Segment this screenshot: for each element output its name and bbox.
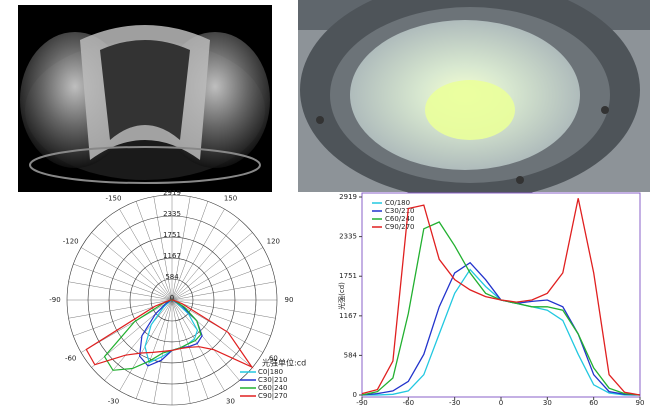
- spoke: [171, 299, 271, 337]
- legend-label: C90|270: [258, 392, 288, 400]
- legend-label: C30|210: [258, 376, 288, 384]
- angle-tick-label: 150: [224, 195, 237, 203]
- x-tick-label: -90: [356, 399, 367, 407]
- spoke: [171, 281, 276, 301]
- y-tick-label: 2335: [339, 233, 357, 241]
- spoke: [91, 232, 173, 301]
- x-tick-label: 60: [589, 399, 598, 407]
- y-tick-label: 2919: [339, 193, 357, 201]
- r-tick-label: 584: [165, 273, 179, 281]
- line-series: [361, 198, 641, 396]
- legend-label: C60|240: [258, 384, 288, 392]
- angle-tick-label: -60: [65, 355, 76, 363]
- spoke: [171, 208, 225, 301]
- spoke: [153, 196, 173, 301]
- ring: [87, 215, 257, 385]
- r-tick-label: 2335: [163, 210, 181, 218]
- y-axis-label: 光强(cd): [337, 282, 346, 310]
- ring: [150, 278, 194, 322]
- legend-label: C30/210: [385, 207, 415, 215]
- spoke: [104, 299, 173, 381]
- r-tick-label: 1167: [163, 252, 181, 260]
- polar-curve: [85, 299, 254, 369]
- angle-tick-label: -30: [108, 397, 119, 405]
- plot-frame: [361, 192, 641, 398]
- r-tick-label: 2919: [163, 189, 181, 197]
- ring: [129, 257, 215, 343]
- polar-annotation: 光强单位:cd: [262, 358, 306, 368]
- lens-photo: [18, 5, 272, 192]
- y-tick-label: 1167: [339, 312, 357, 320]
- x-tick-label: 0: [499, 399, 503, 407]
- spoke: [171, 247, 264, 301]
- spoke: [68, 299, 173, 319]
- angle-tick-label: 30: [226, 397, 235, 405]
- r-tick-label: 1751: [163, 231, 181, 239]
- spoke: [104, 219, 173, 301]
- r-tick-label: 0: [170, 294, 174, 302]
- x-tick-label: -60: [403, 399, 414, 407]
- angle-tick-label: 60: [269, 355, 278, 363]
- y-tick-label: 1751: [339, 272, 357, 280]
- legend-label: C0/180: [385, 199, 410, 207]
- y-tick-label: 0: [353, 391, 357, 399]
- spoke: [135, 201, 173, 301]
- spoke: [171, 196, 191, 301]
- spoke: [119, 208, 173, 301]
- ring: [108, 236, 236, 364]
- x-tick-label: -30: [449, 399, 460, 407]
- legend-label: C0|180: [258, 368, 283, 376]
- spoke: [68, 281, 173, 301]
- spoke: [171, 299, 209, 399]
- line-chart: 0 584 1167 1751 2335 2919 -90 -60 -30 0 30 60 90 光强(c…: [337, 192, 645, 407]
- angle-tick-label: 90: [285, 296, 294, 304]
- x-tick-label: 30: [543, 399, 552, 407]
- spoke: [171, 299, 225, 392]
- angle-tick-label: -90: [49, 296, 60, 304]
- angle-tick-label: -120: [63, 238, 79, 246]
- spoke: [73, 263, 173, 301]
- legend-label: C90/270: [385, 223, 415, 231]
- spoke: [171, 299, 240, 381]
- angle-tick-label: 120: [267, 238, 280, 246]
- legend-label: C60/240: [385, 215, 415, 223]
- spoke: [80, 247, 173, 301]
- polar-chart: 0 584 1167 1751 2335 2919 -150 -120 -90 -60 -30 30 6…: [49, 189, 306, 405]
- spoke: [171, 219, 240, 301]
- spoke: [171, 201, 209, 301]
- spoke: [171, 232, 253, 301]
- spoke: [135, 299, 173, 399]
- y-tick-label: 584: [344, 351, 358, 359]
- angle-tick-label: -150: [106, 195, 122, 203]
- spoke: [171, 299, 276, 319]
- spoke: [171, 263, 271, 301]
- ring: [66, 194, 278, 406]
- lamp-photo: [298, 0, 650, 200]
- x-tick-label: 90: [636, 399, 645, 407]
- spoke: [171, 299, 191, 404]
